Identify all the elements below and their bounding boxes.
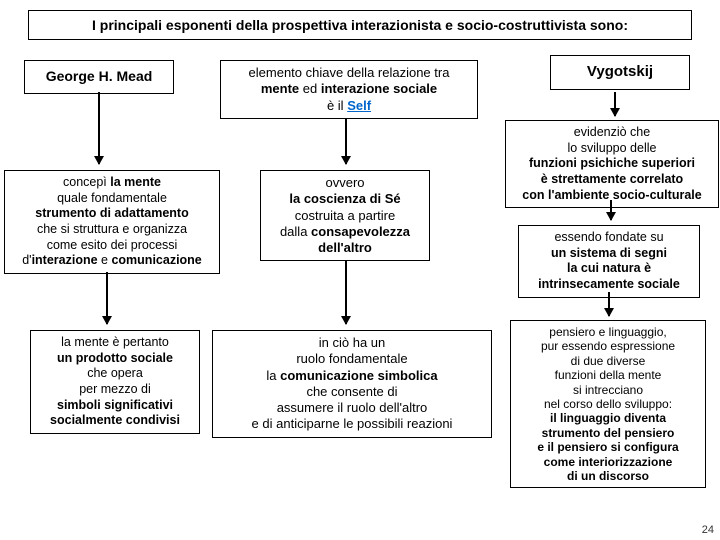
arrow [98, 92, 100, 164]
arrow [106, 272, 108, 324]
vygotskij-heading: Vygotskij [550, 55, 690, 90]
self-bot-box: in ciò ha unruolo fondamentalela comunic… [212, 330, 492, 438]
vyg-top-text: evidenziò chelo sviluppo dellefunzioni p… [522, 125, 701, 202]
mead-bot-text: la mente è pertantoun prodotto socialech… [50, 335, 180, 427]
self-top-box: elemento chiave della relazione tramente… [220, 60, 478, 119]
self-top-text: elemento chiave della relazione tramente… [249, 65, 450, 113]
mead-bot-box: la mente è pertantoun prodotto socialech… [30, 330, 200, 434]
mead-mid-box: concepì la mentequale fondamentalestrume… [4, 170, 220, 274]
mead-mid-text: concepì la mentequale fondamentalestrume… [22, 175, 202, 267]
vyg-mid-box: essendo fondate suun sistema di segnila … [518, 225, 700, 298]
arrow [345, 118, 347, 164]
arrow [610, 200, 612, 220]
vyg-head-text: Vygotskij [587, 63, 653, 80]
vyg-top-box: evidenziò chelo sviluppo dellefunzioni p… [505, 120, 719, 208]
title-text: I principali esponenti della prospettiva… [92, 17, 628, 33]
vyg-mid-text: essendo fondate suun sistema di segnila … [538, 230, 680, 291]
arrow [614, 92, 616, 116]
self-mid-text: ovverola coscienza di Sécostruita a part… [280, 175, 410, 255]
vyg-bot-box: pensiero e linguaggio,pur essendo espres… [510, 320, 706, 488]
title-box: I principali esponenti della prospettiva… [28, 10, 692, 40]
page-number: 24 [702, 524, 714, 536]
arrow [608, 292, 610, 316]
mead-head-text: George H. Mead [46, 68, 153, 84]
self-bot-text: in ciò ha unruolo fondamentalela comunic… [252, 335, 453, 431]
mead-heading: George H. Mead [24, 60, 174, 94]
vyg-bot-text: pensiero e linguaggio,pur essendo espres… [537, 325, 678, 483]
self-mid-box: ovverola coscienza di Sécostruita a part… [260, 170, 430, 261]
arrow [345, 260, 347, 324]
